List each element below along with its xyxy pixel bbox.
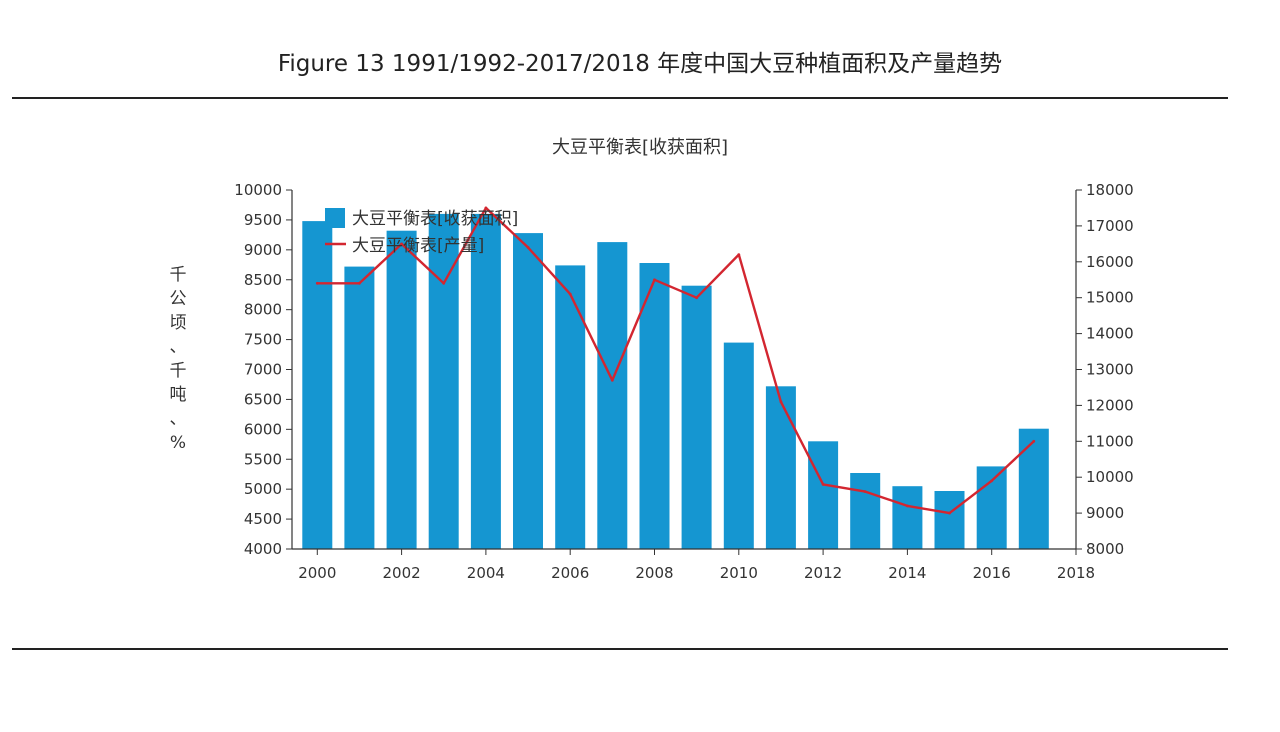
y-label-char: 、 bbox=[170, 409, 187, 429]
bar-2013 bbox=[850, 473, 881, 549]
line-point-2000 bbox=[315, 281, 319, 285]
right-tick-label: 8000 bbox=[1086, 540, 1124, 558]
line-point-2009 bbox=[695, 296, 698, 300]
line-point-2006 bbox=[568, 292, 572, 296]
bar-2004 bbox=[470, 213, 501, 549]
x-tick-label: 2004 bbox=[467, 564, 505, 582]
figure-title: Figure 13 1991/1992-2017/2018 年度中国大豆种植面积… bbox=[277, 51, 1003, 77]
y-label-char: 千 bbox=[170, 265, 187, 285]
bar-2005 bbox=[513, 233, 543, 549]
bars-layer bbox=[302, 213, 1049, 549]
left-tick-label: 6500 bbox=[244, 390, 282, 408]
left-tick-label: 7500 bbox=[244, 331, 282, 349]
line-point-2008 bbox=[653, 278, 656, 282]
legend-label-line: 大豆平衡表[产量] bbox=[352, 236, 484, 256]
right-tick-label: 10000 bbox=[1086, 468, 1134, 486]
line-point-2016 bbox=[990, 479, 994, 483]
bar-2012 bbox=[808, 441, 839, 549]
x-tick-label: 2002 bbox=[382, 564, 420, 582]
y-label-char: 顷 bbox=[170, 313, 187, 333]
y-label-char: 吨 bbox=[170, 385, 187, 405]
line-layer bbox=[315, 206, 1036, 515]
production-line bbox=[317, 206, 1035, 515]
legend: 大豆平衡表[收获面积] 大豆平衡表[产量] bbox=[325, 208, 518, 256]
right-tick-label: 16000 bbox=[1086, 253, 1134, 271]
left-tick-label: 10000 bbox=[234, 181, 282, 199]
axes-layer: 4000 4500 5000 5500 6000 6500 7000 7500 8000 8500… bbox=[234, 181, 1133, 582]
bar-2008 bbox=[639, 263, 670, 549]
line-point-2010 bbox=[737, 253, 741, 256]
x-tick-label: 2016 bbox=[973, 564, 1011, 582]
left-tick-label: 6000 bbox=[244, 420, 282, 438]
line-point-2014 bbox=[906, 504, 909, 508]
left-tick-label: 4500 bbox=[244, 510, 282, 528]
left-tick-label: 5000 bbox=[244, 480, 282, 498]
bar-2017 bbox=[1018, 428, 1049, 549]
line-point-2012 bbox=[821, 483, 825, 486]
y-label-char: 千 bbox=[170, 361, 187, 381]
left-tick-label: 5500 bbox=[244, 450, 282, 468]
bar-2002 bbox=[386, 230, 417, 549]
bar-2003 bbox=[428, 213, 459, 549]
line-point-2004 bbox=[484, 206, 488, 210]
y-axis-label: 千公顷、千吨、% bbox=[170, 265, 187, 453]
left-tick-label: 9000 bbox=[244, 241, 282, 259]
y-label-char: 公 bbox=[170, 289, 187, 309]
bar-2009 bbox=[681, 285, 712, 549]
bar-2000 bbox=[302, 221, 333, 549]
left-tick-label: 9500 bbox=[244, 211, 282, 229]
x-tick-label: 2008 bbox=[635, 564, 673, 582]
bar-2001 bbox=[344, 266, 375, 549]
legend-label-bar: 大豆平衡表[收获面积] bbox=[352, 209, 518, 229]
right-tick-label: 11000 bbox=[1086, 432, 1134, 450]
left-tick-label: 7000 bbox=[244, 361, 282, 379]
line-point-2001 bbox=[358, 281, 361, 285]
legend-swatch-bar bbox=[325, 208, 345, 228]
right-tick-label: 15000 bbox=[1086, 289, 1134, 307]
left-tick-label: 4000 bbox=[244, 540, 282, 558]
top-rule bbox=[12, 97, 1228, 99]
x-tick-label: 2006 bbox=[551, 564, 589, 582]
right-tick-label: 18000 bbox=[1086, 181, 1134, 199]
y-label-char: % bbox=[170, 433, 186, 453]
x-tick-label: 2014 bbox=[888, 564, 926, 582]
line-point-2005 bbox=[526, 246, 530, 249]
line-point-2007 bbox=[610, 378, 614, 382]
line-point-2003 bbox=[442, 281, 446, 285]
line-point-2013 bbox=[863, 490, 867, 493]
bar-2006 bbox=[555, 265, 586, 549]
bar-2015 bbox=[934, 491, 965, 549]
x-tick-label: 2010 bbox=[720, 564, 758, 582]
line-point-2002 bbox=[400, 242, 403, 246]
line-point-2015 bbox=[948, 511, 951, 515]
y-label-char: 、 bbox=[170, 337, 187, 357]
bar-2011 bbox=[765, 386, 796, 549]
bar-2010 bbox=[723, 342, 754, 549]
line-point-2011 bbox=[779, 400, 783, 404]
left-tick-label: 8000 bbox=[244, 301, 282, 319]
right-tick-label: 13000 bbox=[1086, 361, 1134, 379]
bar-2016 bbox=[976, 466, 1007, 549]
right-tick-label: 17000 bbox=[1086, 217, 1134, 235]
x-tick-label: 2000 bbox=[298, 564, 336, 582]
bar-2007 bbox=[597, 242, 628, 549]
right-tick-label: 9000 bbox=[1086, 504, 1124, 522]
right-tick-label: 12000 bbox=[1086, 396, 1134, 414]
line-point-2017 bbox=[1032, 439, 1036, 443]
x-tick-label: 2018 bbox=[1057, 564, 1095, 582]
chart-title: 大豆平衡表[收获面积] bbox=[551, 137, 729, 158]
x-tick-label: 2012 bbox=[804, 564, 842, 582]
right-tick-label: 14000 bbox=[1086, 325, 1134, 343]
bottom-rule bbox=[12, 648, 1228, 650]
left-tick-label: 8500 bbox=[244, 271, 282, 289]
bar-2014 bbox=[892, 486, 923, 549]
